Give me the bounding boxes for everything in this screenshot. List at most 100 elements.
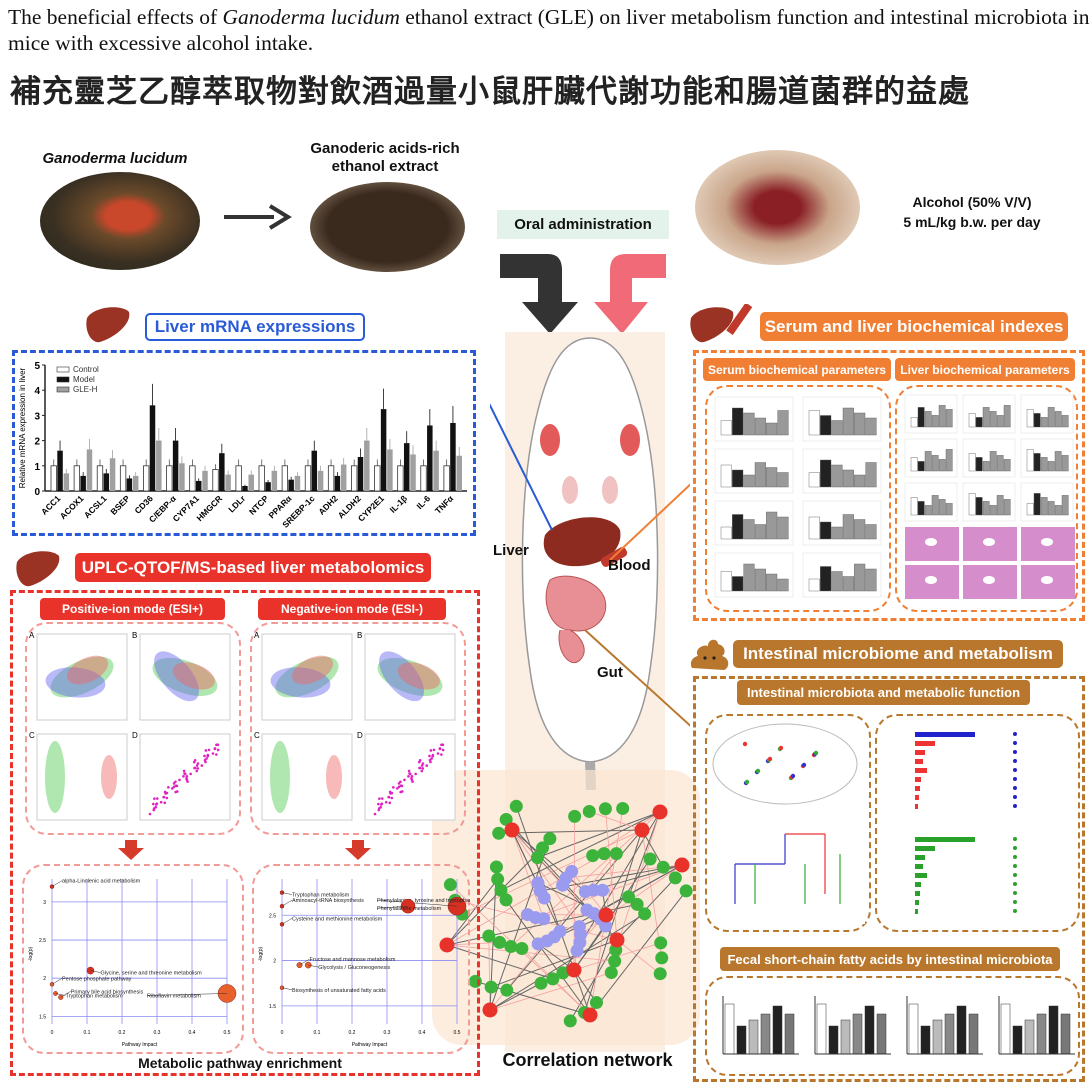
ci-point	[1013, 732, 1017, 736]
serum-charts-box	[705, 385, 891, 612]
mini-bar	[1061, 495, 1069, 516]
scfa-bar	[864, 1005, 875, 1055]
bar-model	[334, 475, 341, 491]
network-hub-node	[634, 822, 650, 838]
scatter-dot	[430, 757, 433, 760]
panel-letter: C	[29, 731, 35, 740]
panel-letter: C	[254, 731, 260, 740]
intestinal-header: Intestinal microbiome and metabolism	[733, 640, 1063, 668]
x-tick-label: 0	[281, 1030, 284, 1036]
network-node	[582, 804, 596, 818]
group-ellipse	[270, 667, 331, 698]
group-ellipse	[377, 657, 443, 697]
mini-bar	[910, 417, 918, 428]
scfa-bar	[840, 1019, 851, 1055]
scatter-dot	[189, 772, 192, 776]
mini-bar	[865, 462, 877, 488]
y-tick-label: 2	[34, 437, 40, 448]
network-edge	[461, 829, 643, 915]
pathway-point	[86, 966, 95, 975]
mini-bar	[982, 407, 990, 428]
scatter-dot	[165, 796, 169, 800]
x-tick-label: 0.2	[119, 1030, 126, 1036]
scatter-dot	[163, 790, 167, 794]
panel-letter: B	[132, 631, 137, 640]
mini-bar	[808, 472, 820, 488]
bar-gle-h	[387, 449, 393, 491]
mini-bar	[754, 524, 766, 540]
bar-model	[172, 440, 179, 491]
ci-point	[1013, 759, 1017, 763]
network-node	[570, 944, 584, 958]
network-hub-node	[652, 804, 668, 820]
pcoa-point	[778, 745, 784, 751]
microbiota-abundance-box	[875, 714, 1080, 932]
mini-bar	[982, 461, 990, 472]
bar-model	[242, 485, 248, 491]
down-arrow-icon	[345, 840, 371, 860]
scatter-dot	[410, 778, 414, 782]
mini-bar	[732, 576, 744, 592]
scatter-dot	[185, 775, 189, 778]
network-hub-node	[439, 937, 455, 953]
bar-control	[374, 465, 381, 492]
network-edge	[537, 811, 661, 859]
mini-bar	[820, 415, 832, 436]
mini-bar	[720, 420, 732, 436]
mini-bar	[820, 521, 832, 540]
scfa-bar	[1048, 1005, 1059, 1055]
extract-label: Ganoderic acids-rich ethanol extract	[310, 140, 460, 175]
network-node	[616, 801, 630, 815]
y-tick-label: 1.5	[269, 1004, 276, 1010]
mini-bar	[808, 410, 820, 436]
mini-bar	[766, 467, 778, 488]
mushroom-label: Ganoderma lucidum	[42, 150, 188, 167]
scfa-bar	[944, 1013, 955, 1055]
scatter-dot	[171, 787, 174, 790]
mini-bar	[842, 407, 854, 436]
bar-gle-h	[86, 449, 93, 491]
network-node	[596, 883, 610, 897]
mini-bar	[831, 464, 843, 488]
ci-point	[1013, 882, 1017, 886]
label-leader	[376, 899, 458, 907]
liver-label: Liver	[493, 542, 529, 559]
scatter-dot	[213, 747, 217, 751]
scatter-dot	[215, 753, 218, 756]
panel-letter: A	[29, 631, 35, 640]
network-hub-node	[504, 822, 520, 838]
category-label: HMGCR	[194, 493, 224, 523]
scatter-dot	[178, 778, 181, 782]
scfa-bar	[1060, 1013, 1071, 1055]
network-node	[491, 872, 505, 886]
mini-bar	[1026, 503, 1034, 516]
network-edge	[446, 853, 605, 946]
abundance-bar	[915, 882, 921, 887]
pathway-point	[58, 994, 64, 1000]
y-axis-label: -log(p)	[28, 946, 34, 961]
mini-bar	[975, 497, 983, 516]
mini-bar	[1040, 457, 1048, 472]
network-edge	[605, 808, 618, 941]
pathway-label: alpha-Linolenic acid metabolism	[62, 879, 141, 885]
score-plot-panel	[364, 633, 456, 721]
scatter-dot	[388, 801, 392, 805]
mini-bar	[938, 459, 946, 472]
mini-bar	[1054, 505, 1062, 516]
scatter-dot	[418, 766, 422, 770]
mini-bar	[1054, 451, 1062, 472]
bar-model	[427, 425, 433, 491]
x-axis-label: Pathway Impact	[352, 1042, 388, 1048]
scatter-dot	[155, 802, 159, 805]
scatter-dot	[175, 790, 179, 793]
network-node	[509, 799, 523, 813]
group-ellipse	[172, 662, 215, 690]
microbiota-function-label: Intestinal microbiota and metabolic func…	[737, 680, 1030, 705]
bar-gle-h	[456, 455, 462, 491]
scatter-dot	[215, 743, 218, 747]
gut-label: Gut	[597, 664, 623, 681]
network-node	[531, 937, 545, 951]
biochemical-mini-charts	[714, 394, 1075, 599]
mini-bar	[945, 409, 953, 428]
category-label: TNFα	[433, 493, 456, 516]
